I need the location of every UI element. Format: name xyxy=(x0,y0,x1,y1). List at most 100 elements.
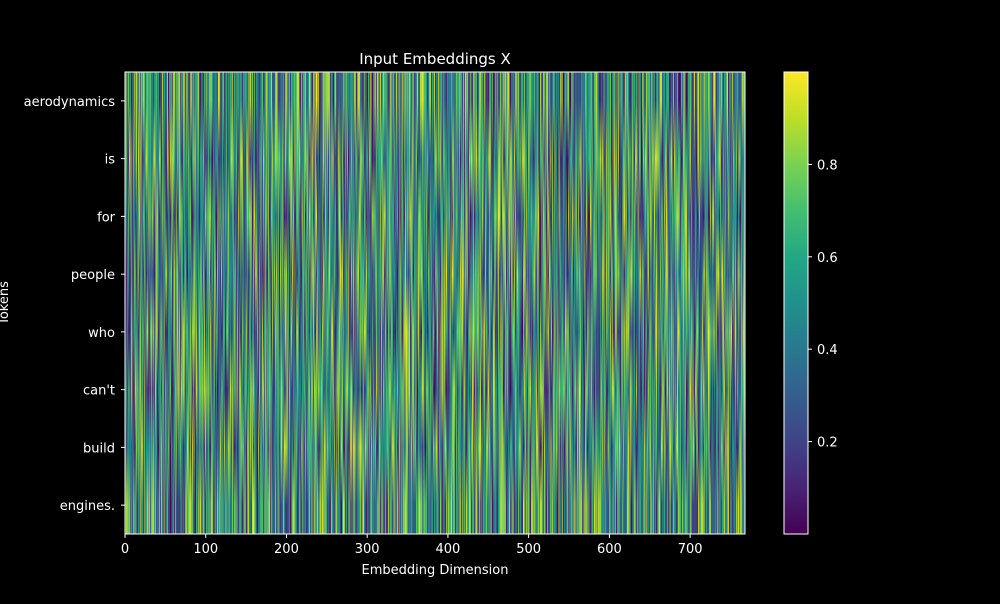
heatmap-column xyxy=(142,72,144,534)
heatmap-column xyxy=(444,72,446,534)
heatmap-column xyxy=(635,72,637,534)
heatmap-column xyxy=(442,72,444,534)
heatmap-column xyxy=(453,72,455,534)
heatmap-column xyxy=(398,72,400,534)
heatmap-column xyxy=(272,72,274,534)
heatmap-column xyxy=(390,72,392,534)
heatmap-column xyxy=(161,72,163,534)
heatmap-column xyxy=(351,72,353,534)
heatmap-image xyxy=(125,72,746,534)
heatmap-column xyxy=(309,72,311,534)
heatmap-column xyxy=(388,72,390,534)
heatmap-column xyxy=(264,72,266,534)
heatmap-column xyxy=(396,72,398,534)
heatmap-column xyxy=(611,72,613,534)
heatmap-column xyxy=(715,72,718,534)
heatmap-column xyxy=(436,72,438,534)
heatmap-column xyxy=(712,72,714,534)
heatmap-column xyxy=(569,72,571,534)
heatmap-column xyxy=(577,72,580,534)
heatmap-column xyxy=(224,72,226,534)
heatmap-column xyxy=(448,72,450,534)
heatmap-column xyxy=(155,72,157,534)
heatmap-column xyxy=(665,72,668,534)
heatmap-column xyxy=(468,72,470,534)
heatmap-column xyxy=(608,72,610,534)
heatmap-column xyxy=(202,72,204,534)
heatmap-column xyxy=(209,72,211,534)
heatmap-column xyxy=(356,72,358,534)
heatmap-column xyxy=(271,72,274,534)
heatmap-column xyxy=(507,72,509,534)
heatmap-column xyxy=(649,72,651,534)
heatmap-column xyxy=(175,72,177,534)
heatmap-column xyxy=(407,72,409,534)
heatmap-column xyxy=(683,72,685,534)
heatmap-column xyxy=(300,72,302,534)
heatmap-column xyxy=(557,72,559,534)
heatmap-column xyxy=(409,72,412,534)
heatmap-column xyxy=(742,72,744,534)
heatmap-column xyxy=(610,72,613,534)
heatmap-column xyxy=(438,72,440,534)
heatmap-column xyxy=(510,72,513,534)
heatmap-column xyxy=(584,72,586,534)
heatmap-column xyxy=(341,72,343,534)
heatmap-column xyxy=(554,72,556,534)
heatmap-column xyxy=(527,72,529,534)
heatmap-column xyxy=(404,72,406,534)
heatmap-column xyxy=(143,72,145,534)
heatmap-column xyxy=(633,72,635,534)
heatmap-column xyxy=(732,72,735,534)
heatmap-column xyxy=(235,72,237,534)
heatmap-column xyxy=(240,72,242,534)
heatmap-column xyxy=(464,72,467,534)
heatmap-column xyxy=(427,72,429,534)
colorbar-tick-label: 0.2 xyxy=(817,436,838,451)
heatmap-column xyxy=(221,72,224,534)
heatmap-column xyxy=(245,72,247,534)
heatmap-column xyxy=(252,72,254,534)
heatmap-column xyxy=(414,72,416,534)
heatmap-column xyxy=(455,72,457,534)
heatmap-column xyxy=(465,72,467,534)
heatmap-column xyxy=(586,72,588,534)
heatmap-column xyxy=(247,72,249,534)
heatmap-column xyxy=(560,72,562,534)
heatmap-column xyxy=(158,72,160,534)
heatmap-column xyxy=(380,72,383,534)
heatmap-column xyxy=(593,72,595,534)
heatmap-column xyxy=(327,72,329,534)
heatmap-column xyxy=(521,72,523,534)
heatmap-column xyxy=(169,72,171,534)
heatmap-column xyxy=(615,72,617,534)
heatmap-column xyxy=(471,72,473,534)
heatmap-column xyxy=(459,72,461,534)
heatmap-column xyxy=(344,72,346,534)
heatmap-column xyxy=(166,72,169,534)
heatmap-column xyxy=(717,72,719,534)
heatmap-column xyxy=(410,72,412,534)
heatmap-column xyxy=(244,72,246,534)
heatmap-column xyxy=(269,72,271,534)
heatmap-column xyxy=(596,72,598,534)
heatmap-column xyxy=(652,72,655,534)
colorbar-frame xyxy=(783,71,809,535)
heatmap-column xyxy=(425,72,427,534)
heatmap-column xyxy=(517,72,519,534)
heatmap-column xyxy=(371,72,373,534)
heatmap-column xyxy=(211,72,213,534)
heatmap-column xyxy=(157,72,159,534)
heatmap-column xyxy=(642,72,644,534)
heatmap-column xyxy=(366,72,368,534)
heatmap-column xyxy=(417,72,419,534)
heatmap-column xyxy=(282,72,284,534)
heatmap-column xyxy=(277,72,279,534)
heatmap-column xyxy=(136,72,138,534)
heatmap-column xyxy=(200,72,202,534)
x-tick-label: 500 xyxy=(516,542,541,557)
heatmap-column xyxy=(174,72,176,534)
heatmap-column xyxy=(686,72,689,534)
heatmap-column xyxy=(408,72,410,534)
heatmap-column xyxy=(229,72,232,534)
